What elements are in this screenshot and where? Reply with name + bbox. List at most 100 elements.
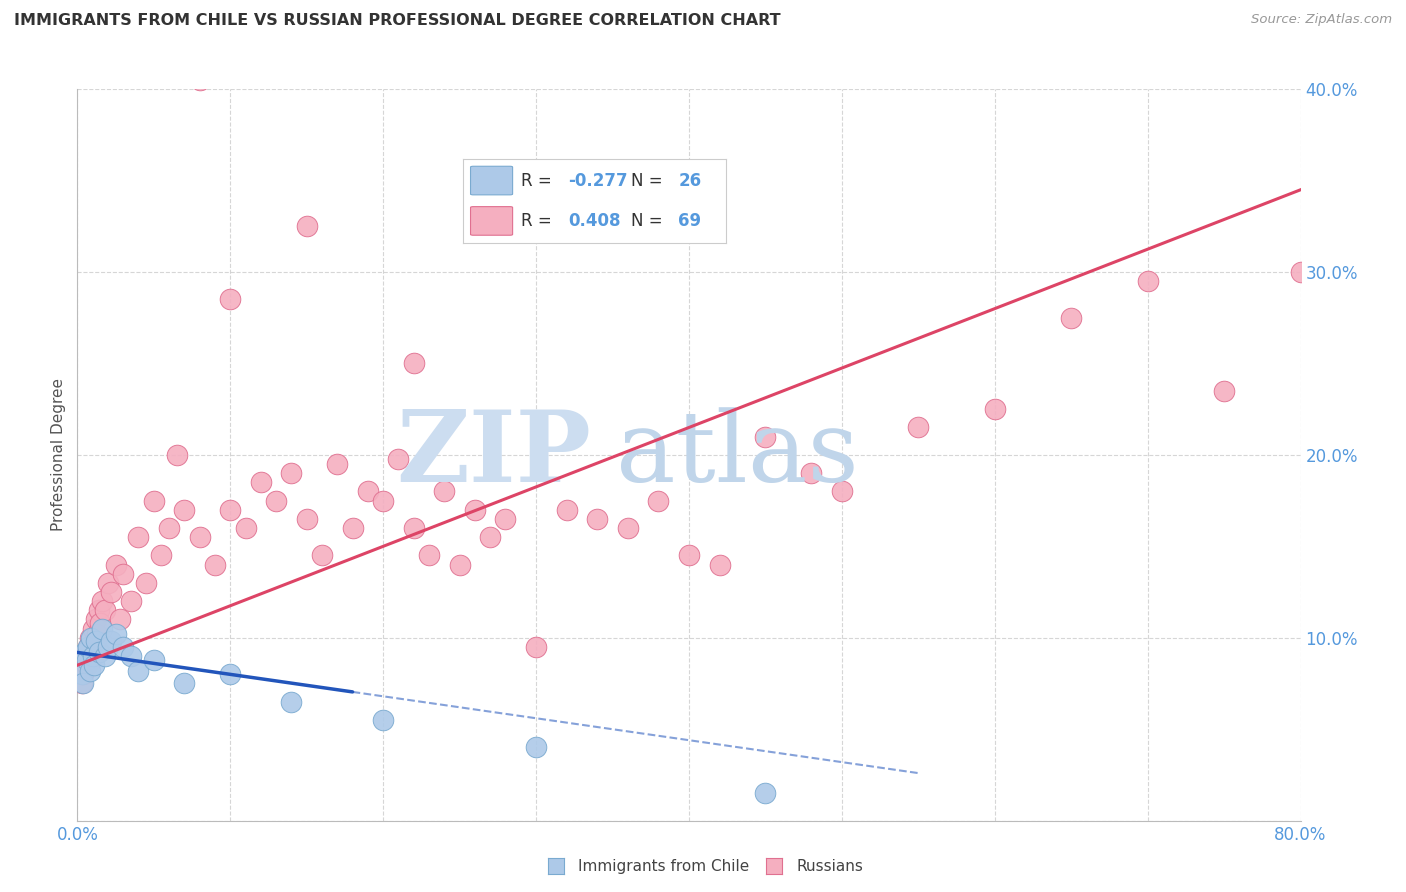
Text: Source: ZipAtlas.com: Source: ZipAtlas.com [1251, 13, 1392, 27]
Point [617, 521, 640, 535]
Point [984, 402, 1007, 417]
Text: N =: N = [631, 171, 668, 190]
Point [831, 484, 853, 499]
FancyBboxPatch shape [471, 166, 513, 194]
Point [82, 649, 104, 664]
Point [79, 631, 101, 645]
Point [311, 549, 333, 563]
Point [120, 649, 142, 664]
Point [87, 645, 110, 659]
Point [83, 645, 105, 659]
Point [80, 631, 103, 645]
FancyBboxPatch shape [471, 207, 513, 235]
Point [709, 558, 731, 572]
Point [295, 512, 318, 526]
Point [433, 484, 456, 499]
Point [79, 664, 101, 678]
Text: IMMIGRANTS FROM CHILE VS RUSSIAN PROFESSIONAL DEGREE CORRELATION CHART: IMMIGRANTS FROM CHILE VS RUSSIAN PROFESS… [14, 13, 780, 29]
Point [188, 530, 211, 544]
Point [90, 622, 112, 636]
Point [800, 466, 823, 480]
Point [371, 713, 394, 727]
Point [1060, 310, 1083, 325]
Point [70, 667, 93, 681]
Point [295, 219, 318, 234]
Point [387, 451, 409, 466]
Point [76, 653, 98, 667]
Point [127, 530, 149, 544]
Point [1136, 274, 1159, 288]
Point [250, 475, 273, 490]
Point [90, 594, 112, 608]
Point [754, 430, 776, 444]
Point [418, 549, 440, 563]
Point [142, 493, 165, 508]
Point [142, 653, 165, 667]
Point [76, 658, 98, 673]
Point [104, 627, 127, 641]
Point [100, 634, 122, 648]
Point [235, 521, 257, 535]
Point [1213, 384, 1236, 398]
Point [72, 676, 94, 690]
Point [280, 466, 302, 480]
Text: 26: 26 [678, 171, 702, 190]
Point [1289, 265, 1312, 279]
Point [72, 667, 94, 681]
Point [104, 558, 127, 572]
Point [157, 521, 180, 535]
Point [87, 603, 110, 617]
Point [82, 622, 104, 636]
Point [204, 558, 226, 572]
Point [97, 640, 120, 654]
Point [555, 503, 578, 517]
Text: 69: 69 [678, 212, 702, 230]
Text: -0.277: -0.277 [568, 171, 627, 190]
Point [112, 566, 135, 581]
Point [70, 676, 93, 690]
Point [173, 676, 195, 690]
Point [586, 512, 609, 526]
Point [342, 521, 364, 535]
Point [112, 640, 135, 654]
Text: R =: R = [520, 171, 557, 190]
Point [108, 613, 131, 627]
Point [77, 640, 100, 654]
Point [264, 493, 287, 508]
Point [84, 634, 107, 648]
Text: 0.408: 0.408 [568, 212, 620, 230]
Point [495, 512, 517, 526]
Text: ZIP: ZIP [396, 407, 591, 503]
Point [86, 627, 108, 641]
Text: atlas: atlas [616, 407, 858, 503]
Point [647, 493, 669, 508]
Point [402, 357, 425, 371]
Point [84, 613, 107, 627]
Point [402, 521, 425, 535]
Text: R =: R = [520, 212, 557, 230]
Point [150, 549, 173, 563]
Point [219, 503, 242, 517]
Point [80, 653, 103, 667]
Text: Russians: Russians [796, 859, 863, 873]
Point [83, 658, 105, 673]
Point [678, 549, 700, 563]
Point [524, 740, 547, 755]
Point [464, 503, 486, 517]
Point [100, 585, 122, 599]
Y-axis label: Professional Degree: Professional Degree [51, 378, 66, 532]
Point [219, 667, 242, 681]
Point [89, 616, 111, 631]
Text: N =: N = [631, 212, 668, 230]
Point [754, 786, 776, 800]
Point [357, 484, 380, 499]
Point [173, 503, 195, 517]
Point [449, 558, 471, 572]
Point [188, 73, 211, 87]
Point [326, 457, 349, 471]
Text: Immigrants from Chile: Immigrants from Chile [578, 859, 749, 873]
Point [94, 649, 117, 664]
Point [120, 594, 142, 608]
Point [94, 603, 117, 617]
Point [135, 576, 157, 591]
